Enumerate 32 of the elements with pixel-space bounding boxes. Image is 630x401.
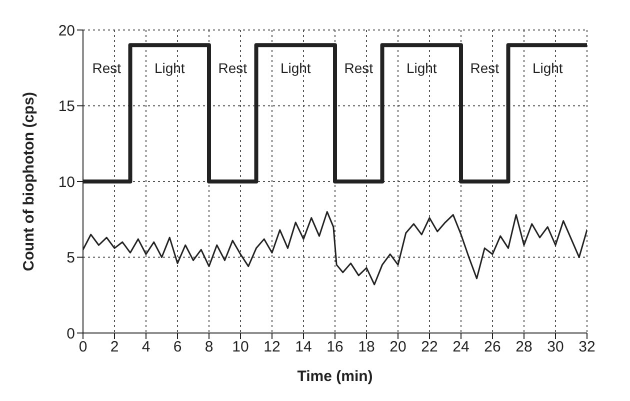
y-tick-label: 20 [58,22,75,40]
x-tick-label: 26 [484,338,501,356]
x-tick-label: 2 [110,338,119,356]
annotation: Light [532,60,563,76]
x-tick-label: 10 [232,338,249,356]
x-tick-label: 20 [390,338,406,356]
annotation: Light [406,60,437,76]
x-tick-label: 30 [547,338,564,356]
annotation: Rest [470,60,500,76]
x-tick-label: 28 [516,338,532,356]
y-tick-label: 5 [66,250,75,267]
annotation: Light [154,60,185,76]
annotation: Light [280,60,311,76]
x-tick-label: 14 [295,338,312,356]
x-axis-title: Time (min) [297,368,373,385]
x-tick-label: 22 [421,338,438,356]
x-tick-label: 12 [264,338,280,356]
annotation: Rest [92,60,122,76]
x-tick-label: 8 [204,338,214,356]
y-tick-label: 10 [58,174,75,191]
y-tick-label: 15 [58,98,75,116]
x-tick-label: 16 [326,338,344,356]
x-tick-label: 0 [78,338,88,356]
x-tick-label: 24 [452,338,470,356]
annotation: Rest [218,60,248,76]
annotation: Rest [344,60,374,76]
x-tick-label: 4 [142,338,150,356]
x-tick-label: 32 [578,338,596,356]
x-tick-label: 18 [358,338,375,356]
y-axis-title: Count of biophoton (cps) [20,92,38,272]
y-tick-label: 0 [66,325,75,342]
x-tick-label: 6 [173,338,182,356]
